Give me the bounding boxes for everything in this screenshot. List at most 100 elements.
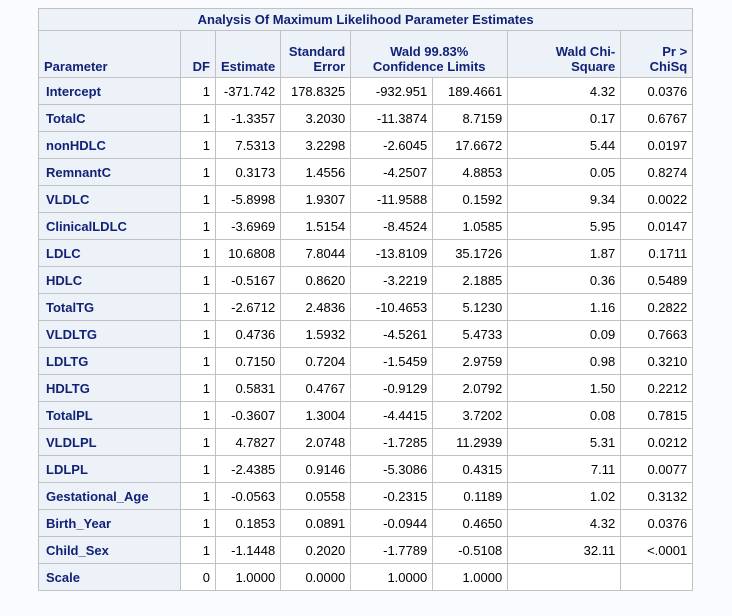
cell-df: 1 [180, 347, 216, 375]
cell-chi-square: 1.87 [507, 239, 622, 267]
col-header-parameter: Parameter [38, 30, 181, 78]
cell-chi-square: 7.11 [507, 455, 622, 483]
cell-ci-upper: 1.0000 [432, 563, 509, 591]
cell-chi-square: 4.32 [507, 77, 622, 105]
cell-chi-square: 4.32 [507, 509, 622, 537]
row-header-parameter: RemnantC [38, 158, 181, 186]
row-header-parameter: LDLTG [38, 347, 181, 375]
cell-estimate: -2.6712 [214, 293, 282, 321]
cell-estimate: -3.6969 [214, 212, 282, 240]
col-header-df: DF [180, 30, 216, 78]
cell-df: 1 [180, 158, 216, 186]
cell-std-error: 0.4767 [280, 374, 352, 402]
cell-std-error: 2.4836 [280, 293, 352, 321]
cell-estimate: -1.3357 [214, 104, 282, 132]
cell-ci-lower: -3.2219 [350, 266, 434, 294]
cell-std-error: 0.0000 [280, 563, 352, 591]
table-row: ClinicalLDLC 1 -3.6969 1.5154 -8.4524 1.… [38, 212, 694, 240]
cell-std-error: 0.7204 [280, 347, 352, 375]
cell-std-error: 2.0748 [280, 428, 352, 456]
table-row: RemnantC 1 0.3173 1.4556 -4.2507 4.8853 … [38, 158, 694, 186]
cell-ci-upper: 0.4650 [432, 509, 509, 537]
table-row: LDLTG 1 0.7150 0.7204 -1.5459 2.9759 0.9… [38, 347, 694, 375]
row-header-parameter: VLDLC [38, 185, 181, 213]
cell-ci-upper: 189.4661 [432, 77, 509, 105]
cell-std-error: 178.8325 [280, 77, 352, 105]
cell-ci-upper: 5.1230 [432, 293, 509, 321]
table-title: Analysis Of Maximum Likelihood Parameter… [37, 8, 694, 31]
cell-df: 1 [180, 428, 216, 456]
cell-p-value: 0.0147 [620, 212, 694, 240]
col-header-confidence-limits: Wald 99.83% Confidence Limits [350, 30, 509, 78]
cell-df: 1 [180, 293, 216, 321]
cell-std-error: 1.5154 [280, 212, 352, 240]
cell-df: 1 [180, 536, 216, 564]
cell-estimate: 10.6808 [214, 239, 282, 267]
row-header-parameter: Intercept [38, 77, 181, 105]
cell-std-error: 0.2020 [280, 536, 352, 564]
cell-ci-lower: -2.6045 [350, 131, 434, 159]
cell-estimate: 0.1853 [214, 509, 282, 537]
row-header-parameter: Scale [38, 563, 181, 591]
cell-ci-upper: 0.1189 [432, 482, 509, 510]
cell-ci-upper: 2.9759 [432, 347, 509, 375]
table-title-row: Analysis Of Maximum Likelihood Parameter… [37, 8, 694, 31]
cell-std-error: 0.0891 [280, 509, 352, 537]
cell-ci-lower: -13.8109 [350, 239, 434, 267]
cell-df: 0 [180, 563, 216, 591]
table-row: LDLPL 1 -2.4385 0.9146 -5.3086 0.4315 7.… [38, 455, 694, 483]
cell-p-value: 0.0022 [620, 185, 694, 213]
cell-df: 1 [180, 77, 216, 105]
cell-df: 1 [180, 374, 216, 402]
cell-df: 1 [180, 239, 216, 267]
cell-estimate: 0.7150 [214, 347, 282, 375]
cell-p-value: 0.0212 [620, 428, 694, 456]
cell-p-value: 0.3132 [620, 482, 694, 510]
cell-p-value: 0.6767 [620, 104, 694, 132]
cell-ci-lower: -0.0944 [350, 509, 434, 537]
cell-chi-square: 0.08 [507, 401, 622, 429]
cell-estimate: -371.742 [214, 77, 282, 105]
table-row: HDLTG 1 0.5831 0.4767 -0.9129 2.0792 1.5… [38, 374, 694, 402]
cell-ci-lower: -11.9588 [350, 185, 434, 213]
table-row: HDLC 1 -0.5167 0.8620 -3.2219 2.1885 0.3… [38, 266, 694, 294]
cell-chi-square: 0.36 [507, 266, 622, 294]
cell-estimate: 1.0000 [214, 563, 282, 591]
row-header-parameter: ClinicalLDLC [38, 212, 181, 240]
cell-df: 1 [180, 131, 216, 159]
cell-p-value: 0.3210 [620, 347, 694, 375]
cell-p-value: 0.8274 [620, 158, 694, 186]
cell-chi-square [507, 563, 622, 591]
col-header-estimate: Estimate [214, 30, 282, 78]
cell-std-error: 1.9307 [280, 185, 352, 213]
table-row: Scale 0 1.0000 0.0000 1.0000 1.0000 [38, 563, 694, 591]
row-header-parameter: TotalTG [38, 293, 181, 321]
cell-estimate: -0.0563 [214, 482, 282, 510]
cell-std-error: 0.8620 [280, 266, 352, 294]
cell-chi-square: 1.02 [507, 482, 622, 510]
cell-chi-square: 0.98 [507, 347, 622, 375]
row-header-parameter: HDLTG [38, 374, 181, 402]
row-header-parameter: VLDLPL [38, 428, 181, 456]
cell-ci-lower: -0.2315 [350, 482, 434, 510]
row-header-parameter: TotalC [38, 104, 181, 132]
cell-ci-upper: 3.7202 [432, 401, 509, 429]
cell-ci-lower: -0.9129 [350, 374, 434, 402]
row-header-parameter: VLDLTG [38, 320, 181, 348]
cell-estimate: -5.8998 [214, 185, 282, 213]
row-header-parameter: LDLPL [38, 455, 181, 483]
table-row: VLDLC 1 -5.8998 1.9307 -11.9588 0.1592 9… [38, 185, 694, 213]
cell-std-error: 1.5932 [280, 320, 352, 348]
cell-chi-square: 5.44 [507, 131, 622, 159]
cell-estimate: -1.1448 [214, 536, 282, 564]
cell-df: 1 [180, 185, 216, 213]
cell-ci-upper: 35.1726 [432, 239, 509, 267]
cell-ci-upper: 2.0792 [432, 374, 509, 402]
cell-ci-upper: 1.0585 [432, 212, 509, 240]
row-header-parameter: LDLC [38, 239, 181, 267]
row-header-parameter: TotalPL [38, 401, 181, 429]
cell-estimate: 4.7827 [214, 428, 282, 456]
cell-ci-upper: 8.7159 [432, 104, 509, 132]
cell-p-value: 0.0376 [620, 509, 694, 537]
cell-estimate: -0.3607 [214, 401, 282, 429]
